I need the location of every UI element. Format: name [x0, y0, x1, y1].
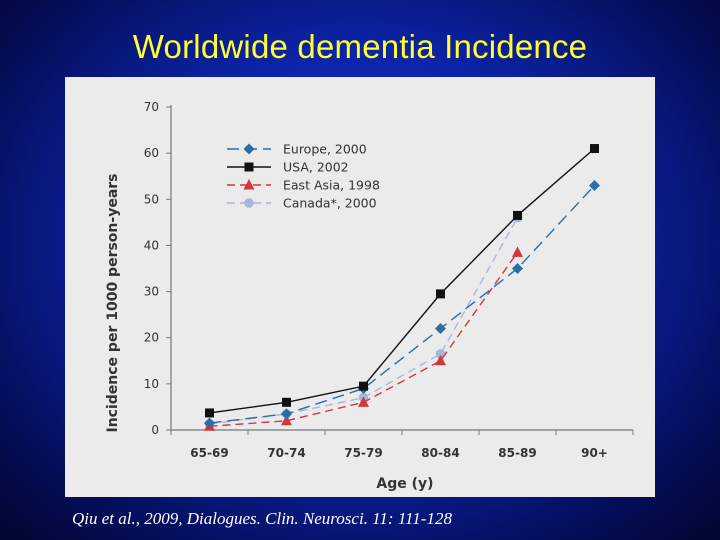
citation: Qiu et al., 2009, Dialogues. Clin. Neuro…: [72, 509, 452, 528]
y-tick-label: 60: [144, 146, 159, 160]
legend-label-europe-2000: Europe, 2000: [283, 142, 367, 157]
y-tick-label: 70: [144, 100, 159, 114]
y-tick-label: 30: [144, 285, 159, 299]
series-line-europe-2000: [209, 184, 596, 424]
data-point-europe-2000: [435, 322, 446, 334]
data-point-east-asia-1998: [512, 246, 523, 257]
series-line-usa-2002: [209, 148, 595, 414]
data-point-usa-2002: [205, 408, 214, 418]
legend-label-canada-2000: Canada*, 2000: [283, 196, 377, 211]
legend: Europe, 2000 USA, 2002 East Asia, 1998 Cana…: [227, 142, 380, 211]
series-lines: [204, 144, 600, 431]
data-point-usa-2002: [282, 397, 291, 407]
x-tick-label: 70-74: [267, 446, 305, 460]
data-point-usa-2002: [436, 289, 445, 299]
y-tick-label: 20: [144, 331, 159, 345]
legend-label-usa-2002: USA, 2002: [283, 160, 349, 175]
data-point-east-asia-1998: [358, 396, 369, 407]
y-tick-label: 50: [144, 192, 159, 206]
data-point-usa-2002: [590, 144, 599, 154]
data-point-east-asia-1998: [281, 414, 292, 426]
legend-marker-europe-2000: [243, 143, 255, 155]
chart-svg: 0 10 20 30 40 50 60 70 65-69 70-74 75-79 80-84 85-89…: [105, 100, 634, 492]
y-tick-label: 0: [151, 423, 159, 437]
axes: [166, 105, 634, 435]
x-axis-label: Age (y): [376, 476, 433, 492]
y-axis-label: Incidence per 1000 person-years: [105, 173, 121, 432]
x-tick-label: 90+: [581, 446, 608, 460]
data-point-usa-2002: [513, 210, 522, 220]
x-tick-label: 80-84: [421, 446, 459, 460]
y-tick-label: 40: [144, 238, 159, 252]
chart-panel: 0 10 20 30 40 50 60 70 65-69 70-74 75-79 80-84 85-89…: [65, 77, 655, 497]
data-point-europe-2000: [589, 179, 600, 191]
data-point-europe-2000: [204, 417, 215, 429]
data-point-europe-2000: [281, 408, 292, 420]
x-tick-label: 85-89: [498, 446, 536, 460]
y-tick-label: 10: [144, 377, 159, 391]
x-tick-label: 75-79: [344, 446, 382, 460]
data-point-east-asia-1998: [435, 354, 446, 366]
data-point-usa-2002: [359, 381, 368, 391]
tick-labels: 0 10 20 30 40 50 60 70 65-69 70-74 75-79 80-84 85-89…: [144, 100, 608, 460]
legend-marker-usa-2002: [244, 162, 254, 172]
legend-label-east-asia-1998: East Asia, 1998: [283, 178, 380, 193]
data-point-europe-2000: [512, 263, 523, 274]
slide-title: Worldwide dementia Incidence: [132, 28, 588, 65]
legend-marker-canada-2000: [244, 198, 254, 208]
legend-marker-east-asia-1998: [243, 179, 255, 190]
x-tick-label: 65-69: [190, 446, 228, 460]
